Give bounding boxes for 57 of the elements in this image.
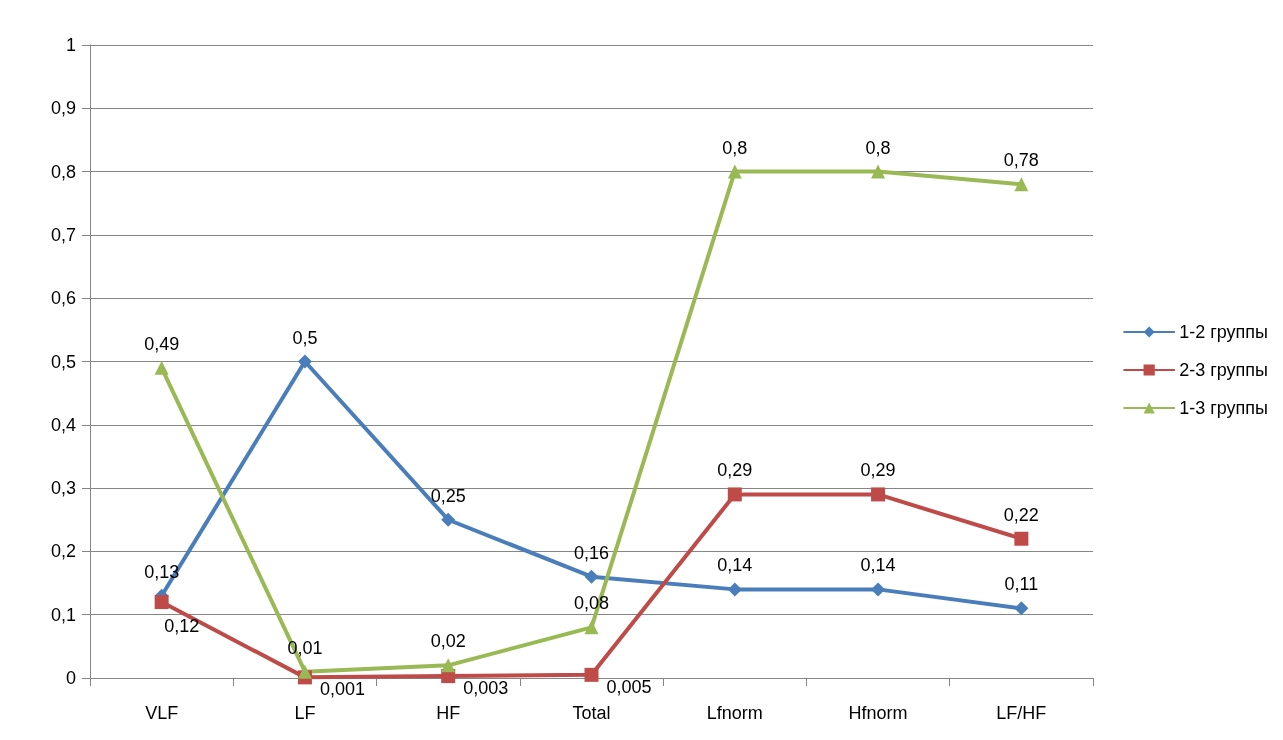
y-tick-label: 0,8 [50,161,76,182]
y-tick-label: 1 [65,35,76,55]
point [1014,601,1029,616]
point [297,664,312,679]
data-label: 0,003 [463,678,509,699]
point [871,164,886,179]
legend-label: 1-3 группы [1179,398,1269,418]
data-label: 0,16 [573,542,610,563]
data-label: 0,8 [722,137,748,158]
y-tick-label: 0,5 [50,351,76,372]
data-label: 0,22 [1003,504,1039,525]
data-label: 0,49 [144,333,180,354]
data-label: 0,8 [865,137,891,158]
x-tick-label: VLF [145,703,179,723]
x-tick-label: LF/HF [996,703,1047,723]
point [441,658,456,673]
data-label: 0,005 [606,676,652,697]
point [727,582,742,597]
x-tick-label: Hfnorm [848,703,908,723]
y-tick-label: 0,3 [50,478,76,499]
data-label: 0,11 [1004,574,1039,595]
x-tick-label: HF [436,703,461,723]
data-label: 0,29 [860,460,896,481]
point [154,360,169,375]
legend-label: 1-2 группы [1179,322,1269,342]
point [584,667,599,682]
point [727,164,742,179]
data-label: 0,14 [860,555,896,576]
y-tick-label: 0,9 [50,98,76,119]
y-tick-label: 0,7 [50,224,76,245]
data-label: 0,5 [292,327,318,348]
point [154,595,169,610]
point [727,487,742,502]
y-tick-label: 0,4 [50,414,76,435]
x-tick-label: Lfnorm [706,703,763,723]
point [1014,531,1029,546]
data-label: 0,25 [430,485,466,506]
point [871,582,886,597]
legend-label: 2-3 группы [1179,360,1269,380]
y-tick-label: 0,6 [50,288,76,309]
point [584,620,599,635]
y-tick-label: 0,2 [50,541,76,562]
y-tick-label: 0 [65,668,76,688]
y-tick-label: 0,1 [50,604,76,625]
x-tick-label: LF [294,703,316,723]
data-label: 0,14 [717,555,753,576]
point [1014,177,1029,192]
data-label: 0,78 [1003,150,1039,171]
data-label: 0,29 [717,460,753,481]
x-tick-label: Total [572,703,611,723]
point [297,354,312,369]
point [584,569,599,584]
point [871,487,886,502]
data-label: 0,001 [319,679,365,700]
data-label: 0,02 [430,631,466,652]
data-label: 0,12 [164,616,200,637]
point [441,512,456,527]
